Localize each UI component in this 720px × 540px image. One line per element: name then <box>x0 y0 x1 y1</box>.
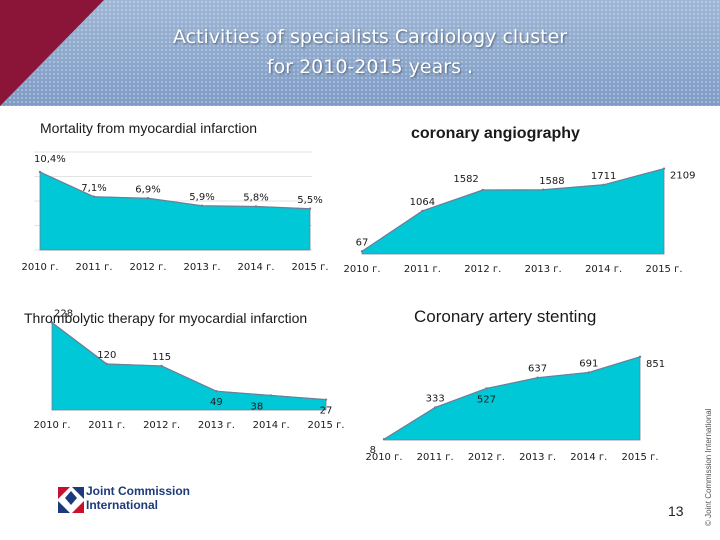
x-tick-label: 2015 г. <box>307 420 344 431</box>
data-point <box>421 209 424 213</box>
data-point <box>105 362 109 366</box>
area-series <box>383 356 641 441</box>
data-point <box>481 188 484 192</box>
x-tick-label: 2011 г. <box>417 452 454 463</box>
data-label: 49 <box>210 397 223 408</box>
data-label: 2109 <box>670 171 695 182</box>
series-line <box>383 356 641 440</box>
data-point <box>536 376 539 379</box>
x-tick-label: 2012 г. <box>464 264 501 275</box>
data-label: 38 <box>250 401 263 412</box>
x-tick-label: 2010 г. <box>21 262 58 273</box>
data-point <box>270 394 273 397</box>
data-point <box>146 197 150 200</box>
data-label: 6,9% <box>135 184 160 195</box>
data-label: 67 <box>356 237 369 248</box>
x-tick-label: 2012 г. <box>143 420 180 431</box>
slide-title: Activities of specialists Cardiology clu… <box>90 22 650 82</box>
data-point <box>434 406 437 409</box>
copyright-text: © Joint Commission International <box>704 408 713 527</box>
data-label: 120 <box>97 350 116 361</box>
data-point <box>200 204 204 207</box>
data-point <box>382 438 386 441</box>
x-tick-label: 2015 г. <box>621 452 658 463</box>
series-line <box>39 171 311 210</box>
slide-title-line-2: for 2010-2015 years . <box>266 56 474 78</box>
data-label: 5,9% <box>189 192 214 203</box>
data-point <box>92 195 96 198</box>
chart-title-stenting: Coronary artery stenting <box>414 307 597 326</box>
data-point <box>602 183 605 186</box>
data-label: 691 <box>579 358 598 369</box>
jci-logo-line-2: International <box>86 498 159 512</box>
series-line <box>51 322 327 401</box>
x-tick-label: 2010 г. <box>365 452 402 463</box>
data-point <box>215 390 218 393</box>
data-label: 27 <box>320 406 333 417</box>
data-point <box>587 371 590 374</box>
x-tick-label: 2010 г. <box>33 420 70 431</box>
chart-title-angiography: coronary angiography <box>411 125 580 142</box>
x-tick-label: 2013 г. <box>198 420 235 431</box>
data-point <box>50 321 54 324</box>
x-tick-label: 2015 г. <box>645 264 682 275</box>
data-label: 1582 <box>453 174 478 185</box>
data-label: 10,4% <box>34 154 66 165</box>
data-label: 851 <box>646 359 665 370</box>
data-point <box>360 250 364 253</box>
data-point <box>542 188 545 191</box>
data-label: 333 <box>426 393 445 404</box>
x-tick-label: 2015 г. <box>291 262 328 273</box>
x-tick-label: 2014 г. <box>585 264 622 275</box>
x-tick-label: 2012 г. <box>468 452 505 463</box>
data-label: 637 <box>528 364 547 375</box>
x-tick-label: 2013 г. <box>525 264 562 275</box>
chart-title-thrombolytic: Thrombolytic therapy for myocardial infa… <box>24 310 308 326</box>
world-map-background <box>0 0 720 106</box>
data-label: 7,1% <box>81 183 106 194</box>
x-tick-label: 2011 г. <box>88 420 125 431</box>
series-line <box>361 168 665 252</box>
title-banner <box>0 0 720 106</box>
chart-title-mortality: Mortality from myocardial infarction <box>40 120 258 136</box>
copyright-note: © Joint Commission International <box>702 290 714 530</box>
x-tick-label: 2014 г. <box>237 262 274 273</box>
data-point <box>485 387 488 390</box>
data-point <box>160 364 163 368</box>
x-tick-label: 2011 г. <box>75 262 112 273</box>
data-point <box>38 170 42 174</box>
slide-title-line-1: Activities of specialists Cardiology clu… <box>172 26 568 48</box>
data-point <box>324 398 328 401</box>
x-tick-label: 2013 г. <box>183 262 220 273</box>
page-number: 13 <box>668 503 684 519</box>
data-point <box>254 205 258 208</box>
x-tick-label: 2011 г. <box>404 264 441 275</box>
data-label: 5,5% <box>297 195 322 206</box>
data-label: 115 <box>152 352 171 363</box>
x-tick-label: 2012 г. <box>129 262 166 273</box>
data-point <box>662 167 666 170</box>
x-tick-label: 2010 г. <box>343 264 380 275</box>
data-label: 1064 <box>410 197 435 208</box>
jci-logo-line-1: Joint Commission <box>86 484 191 498</box>
data-label: 228 <box>54 309 73 320</box>
jci-logo-icon <box>58 487 84 513</box>
jci-logo: Joint Commission International <box>58 483 208 523</box>
x-tick-label: 2014 г. <box>253 420 290 431</box>
corner-accent <box>0 0 104 106</box>
data-label: 1588 <box>539 176 564 187</box>
data-label: 8 <box>370 445 376 456</box>
data-point <box>308 207 312 210</box>
data-label: 527 <box>477 394 496 405</box>
x-tick-label: 2013 г. <box>519 452 556 463</box>
data-label: 1711 <box>591 171 616 182</box>
data-point <box>638 355 642 358</box>
data-label: 5,8% <box>243 193 268 204</box>
x-tick-label: 2014 г. <box>570 452 607 463</box>
